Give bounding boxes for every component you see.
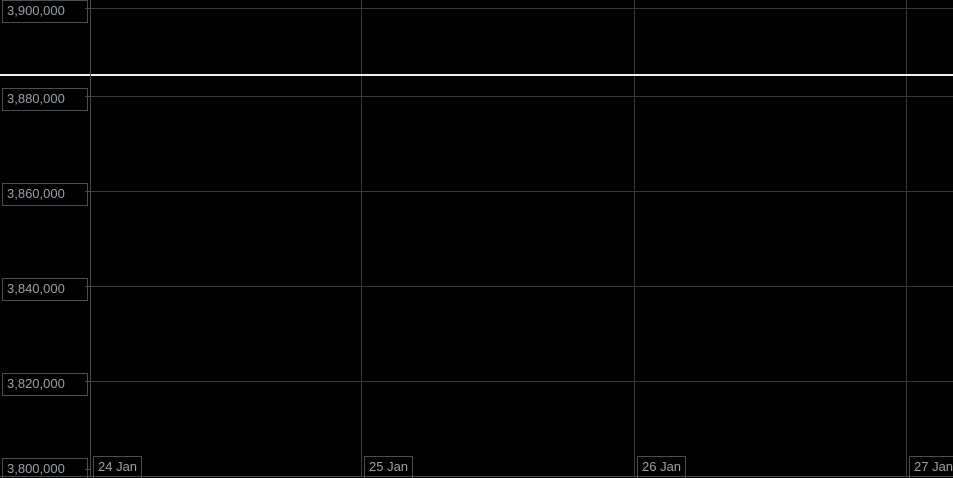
y-axis-label-3880000: 3,880,000 [2, 88, 88, 111]
gridline-vertical [634, 0, 635, 477]
x-axis-line [0, 476, 953, 477]
gridline-horizontal [90, 8, 953, 9]
x-axis-label-27-jan: 27 Jan [909, 456, 953, 478]
gridline-horizontal [90, 96, 953, 97]
y-axis-label-3820000: 3,820,000 [2, 373, 88, 396]
x-axis-label-26-jan: 26 Jan [637, 456, 687, 478]
y-axis-label-3900000: 3,900,000 [2, 0, 88, 23]
y-axis-label-3800000: 3,800,000 [2, 458, 88, 478]
x-axis-label-24-jan: 24 Jan [93, 456, 143, 478]
y-axis-line [90, 0, 91, 477]
gridline-vertical [361, 0, 362, 477]
y-axis-label-3840000: 3,840,000 [2, 278, 88, 301]
threshold-reference-line [0, 74, 953, 76]
gridline-vertical [906, 0, 907, 477]
gridline-horizontal [90, 286, 953, 287]
gridline-horizontal [90, 191, 953, 192]
y-axis-label-3860000: 3,860,000 [2, 183, 88, 206]
x-axis-label-25-jan: 25 Jan [364, 456, 414, 478]
plot-area[interactable] [90, 0, 953, 477]
gridline-horizontal [90, 381, 953, 382]
